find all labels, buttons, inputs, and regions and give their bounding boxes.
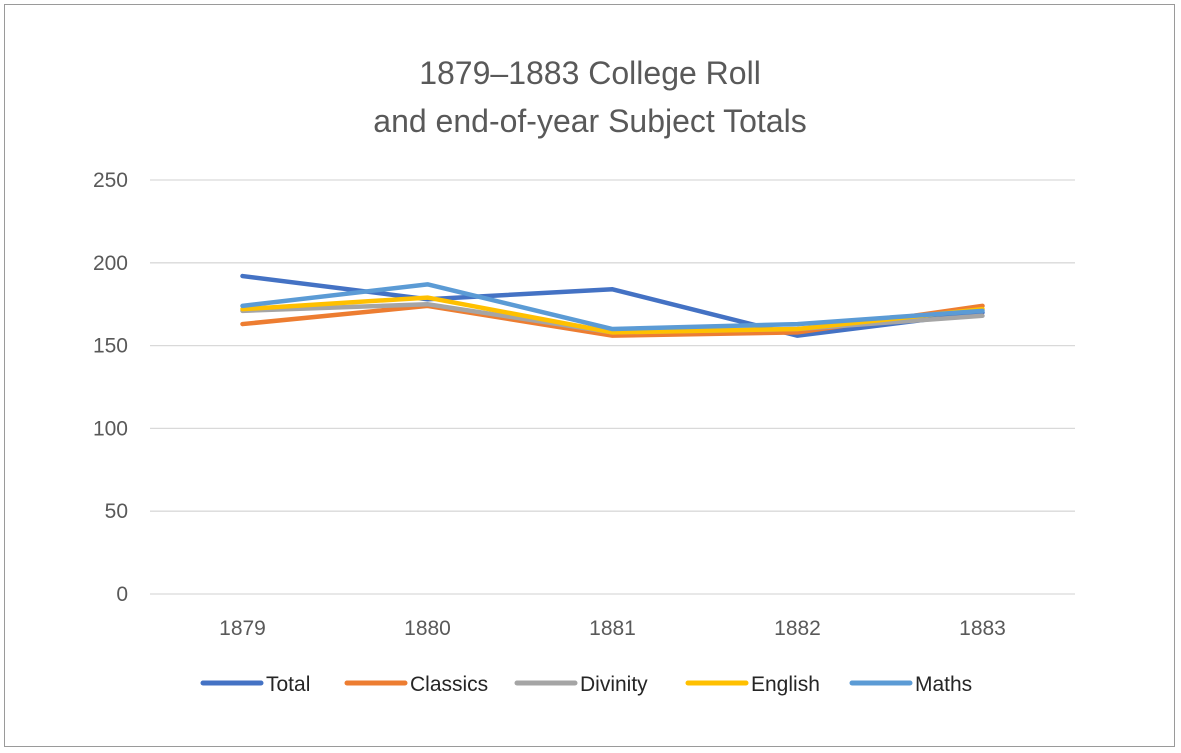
x-axis: 1879 1880 1881 1882 1883: [219, 617, 1006, 640]
series-lines: [240, 273, 985, 338]
x-tick-label: 1883: [959, 617, 1006, 640]
legend-label-total: Total: [266, 673, 310, 696]
y-axis: 0 50 100 150 200 250: [93, 169, 128, 606]
y-tick-label: 50: [105, 500, 128, 523]
legend-label-classics: Classics: [410, 673, 488, 696]
legend-label-english: English: [751, 673, 820, 696]
legend-label-maths: Maths: [915, 673, 972, 696]
y-tick-label: 150: [93, 335, 128, 358]
x-tick-label: 1882: [774, 617, 821, 640]
x-tick-label: 1879: [219, 617, 266, 640]
y-tick-label: 0: [116, 583, 128, 606]
chart-frame: [4, 4, 1175, 747]
series-line-english: [240, 295, 985, 335]
x-tick-label: 1881: [589, 617, 636, 640]
x-tick-label: 1880: [404, 617, 451, 640]
gridlines: [150, 179, 1075, 595]
series-line-maths: [240, 282, 985, 332]
legend: Total Classics Divinity English Maths: [200, 673, 972, 696]
chart-title-line-2: and end-of-year Subject Totals: [373, 103, 806, 139]
y-tick-label: 100: [93, 417, 128, 440]
legend-label-divinity: Divinity: [580, 673, 648, 696]
chart-title-line-1: 1879–1883 College Roll: [419, 55, 761, 91]
y-tick-label: 250: [93, 169, 128, 192]
y-tick-label: 200: [93, 252, 128, 275]
